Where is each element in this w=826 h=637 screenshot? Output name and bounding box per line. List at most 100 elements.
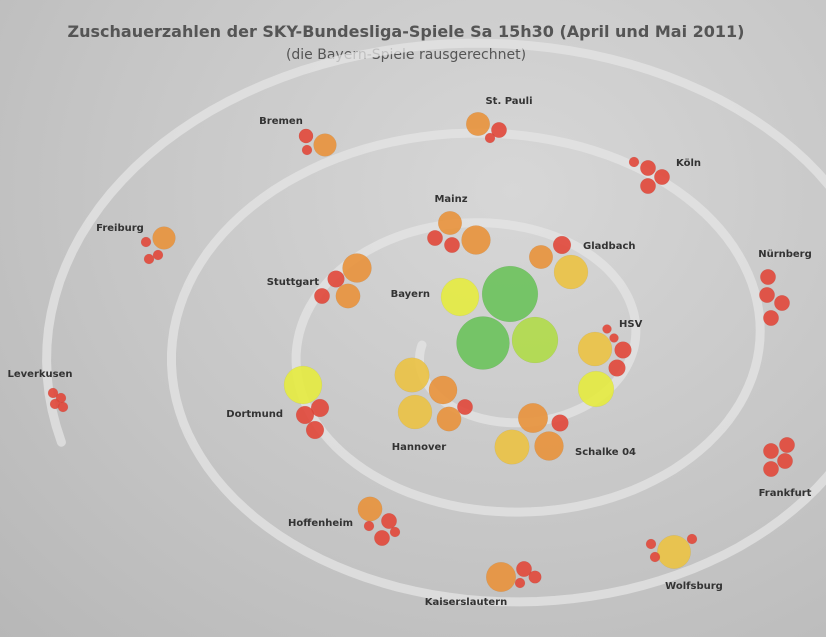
bubble-freiburg-1 bbox=[152, 226, 176, 250]
bubble-mainz-4 bbox=[427, 230, 443, 246]
team-group-gladbach bbox=[528, 235, 589, 290]
bubble-bayern-2 bbox=[456, 316, 510, 370]
bubble-wolfsburg-1 bbox=[657, 535, 691, 569]
bubble-bayern-3 bbox=[511, 316, 559, 364]
bubble-kaiserslautern-1 bbox=[485, 561, 517, 593]
bubble-hsv-5 bbox=[602, 324, 612, 334]
bubble-leverkusen-1 bbox=[47, 387, 59, 399]
team-group-koeln bbox=[628, 156, 670, 194]
spiral-track bbox=[42, 38, 826, 607]
bubble-bremen-2 bbox=[298, 128, 314, 144]
bubble-koeln-4 bbox=[628, 156, 640, 168]
bubble-hannover-2 bbox=[397, 394, 433, 430]
bubble-bremen-1 bbox=[313, 133, 337, 157]
team-label-st-pauli: St. Pauli bbox=[485, 96, 532, 107]
bubble-kaiserslautern-3 bbox=[528, 570, 542, 584]
bubble-leverkusen-4 bbox=[57, 401, 69, 413]
bubble-mainz-1 bbox=[461, 225, 491, 255]
team-label-hoffenheim: Hoffenheim bbox=[288, 518, 353, 529]
bubble-schalke-04-4 bbox=[551, 414, 569, 432]
team-label-kaiserslautern: Kaiserslautern bbox=[425, 597, 507, 608]
bubble-hoffenheim-2 bbox=[381, 513, 397, 529]
bubble-wolfsburg-3 bbox=[649, 551, 661, 563]
bubble-kaiserslautern-4 bbox=[514, 577, 526, 589]
team-label-hsv: HSV bbox=[619, 319, 643, 330]
team-group-wolfsburg bbox=[645, 533, 698, 569]
team-group-dortmund bbox=[283, 365, 330, 440]
bubble-st-pauli-2 bbox=[491, 122, 507, 138]
bubble-kaiserslautern-2 bbox=[516, 561, 532, 577]
bubble-hoffenheim-4 bbox=[363, 520, 375, 532]
bubbles-layer bbox=[47, 111, 795, 593]
team-group-frankfurt bbox=[763, 437, 795, 477]
team-group-nuernberg bbox=[759, 269, 790, 326]
bubble-mainz-2 bbox=[437, 210, 463, 236]
team-group-bayern bbox=[440, 265, 559, 370]
bubble-dortmund-4 bbox=[305, 420, 325, 440]
team-label-hannover: Hannover bbox=[392, 442, 447, 453]
team-label-wolfsburg: Wolfsburg bbox=[665, 581, 723, 592]
team-label-schalke-04: Schalke 04 bbox=[575, 447, 636, 458]
bubble-st-pauli-3 bbox=[484, 132, 496, 144]
team-group-hoffenheim bbox=[357, 496, 401, 546]
team-group-stuttgart bbox=[314, 253, 372, 309]
bubble-hoffenheim-3 bbox=[374, 530, 390, 546]
bubble-schalke-04-2 bbox=[517, 402, 549, 434]
bubble-hsv-2 bbox=[577, 370, 615, 408]
bubble-gladbach-3 bbox=[552, 235, 572, 255]
team-group-hannover bbox=[394, 357, 473, 432]
bubble-hoffenheim-5 bbox=[389, 526, 401, 538]
bubble-nuernberg-3 bbox=[774, 295, 790, 311]
team-group-bremen bbox=[298, 128, 337, 157]
team-label-dortmund: Dortmund bbox=[226, 409, 283, 420]
bubble-stuttgart-3 bbox=[327, 270, 345, 288]
team-label-leverkusen: Leverkusen bbox=[7, 369, 72, 380]
team-label-stuttgart: Stuttgart bbox=[267, 277, 320, 288]
bubble-freiburg-3 bbox=[143, 253, 155, 265]
bubble-hannover-3 bbox=[428, 375, 458, 405]
bubble-nuernberg-4 bbox=[763, 310, 779, 326]
bubble-bayern-1 bbox=[481, 265, 539, 323]
bubble-nuernberg-2 bbox=[759, 287, 775, 303]
team-label-gladbach: Gladbach bbox=[583, 241, 636, 252]
bubble-freiburg-4 bbox=[140, 236, 152, 248]
team-group-kaiserslautern bbox=[485, 561, 542, 593]
bubble-frankfurt-3 bbox=[777, 453, 793, 469]
bubble-hsv-3 bbox=[614, 341, 632, 359]
bubble-schalke-04-1 bbox=[494, 429, 530, 465]
team-group-hsv bbox=[577, 324, 632, 408]
bubble-stuttgart-1 bbox=[342, 253, 372, 283]
team-group-leverkusen bbox=[47, 387, 69, 413]
bubble-stuttgart-4 bbox=[314, 288, 330, 304]
labels-layer: Bayern Dortmund HSV Schalke 04 Hannover Gladb… bbox=[7, 96, 811, 608]
chart-title: Zuschauerzahlen der SKY-Bundesliga-Spiel… bbox=[68, 22, 745, 41]
bubble-hannover-5 bbox=[457, 399, 473, 415]
bubble-dortmund-1 bbox=[283, 365, 323, 405]
bubble-koeln-2 bbox=[654, 169, 670, 185]
bubble-hsv-6 bbox=[609, 333, 619, 343]
bubble-nuernberg-1 bbox=[760, 269, 776, 285]
team-label-bremen: Bremen bbox=[259, 116, 303, 127]
bubble-st-pauli-1 bbox=[465, 111, 491, 137]
team-group-mainz bbox=[427, 210, 491, 255]
bubble-bayern-4 bbox=[440, 277, 480, 317]
team-label-frankfurt: Frankfurt bbox=[759, 488, 812, 499]
bubble-gladbach-1 bbox=[553, 254, 589, 290]
bubble-freiburg-2 bbox=[152, 249, 164, 261]
bubble-koeln-1 bbox=[640, 160, 656, 176]
bubble-koeln-3 bbox=[640, 178, 656, 194]
bubble-hannover-4 bbox=[436, 406, 462, 432]
team-label-freiburg: Freiburg bbox=[96, 223, 144, 234]
team-group-st-pauli bbox=[465, 111, 507, 144]
team-label-nuernberg: Nürnberg bbox=[758, 249, 812, 260]
bubble-mainz-3 bbox=[444, 237, 460, 253]
bubble-frankfurt-4 bbox=[763, 461, 779, 477]
bubble-stuttgart-2 bbox=[335, 283, 361, 309]
team-label-mainz: Mainz bbox=[434, 194, 467, 205]
bubble-bremen-3 bbox=[301, 144, 313, 156]
team-label-koeln: Köln bbox=[676, 158, 701, 169]
team-group-freiburg bbox=[140, 226, 176, 265]
team-label-bayern: Bayern bbox=[391, 289, 430, 300]
bubble-hoffenheim-1 bbox=[357, 496, 383, 522]
team-group-schalke-04 bbox=[494, 402, 569, 465]
